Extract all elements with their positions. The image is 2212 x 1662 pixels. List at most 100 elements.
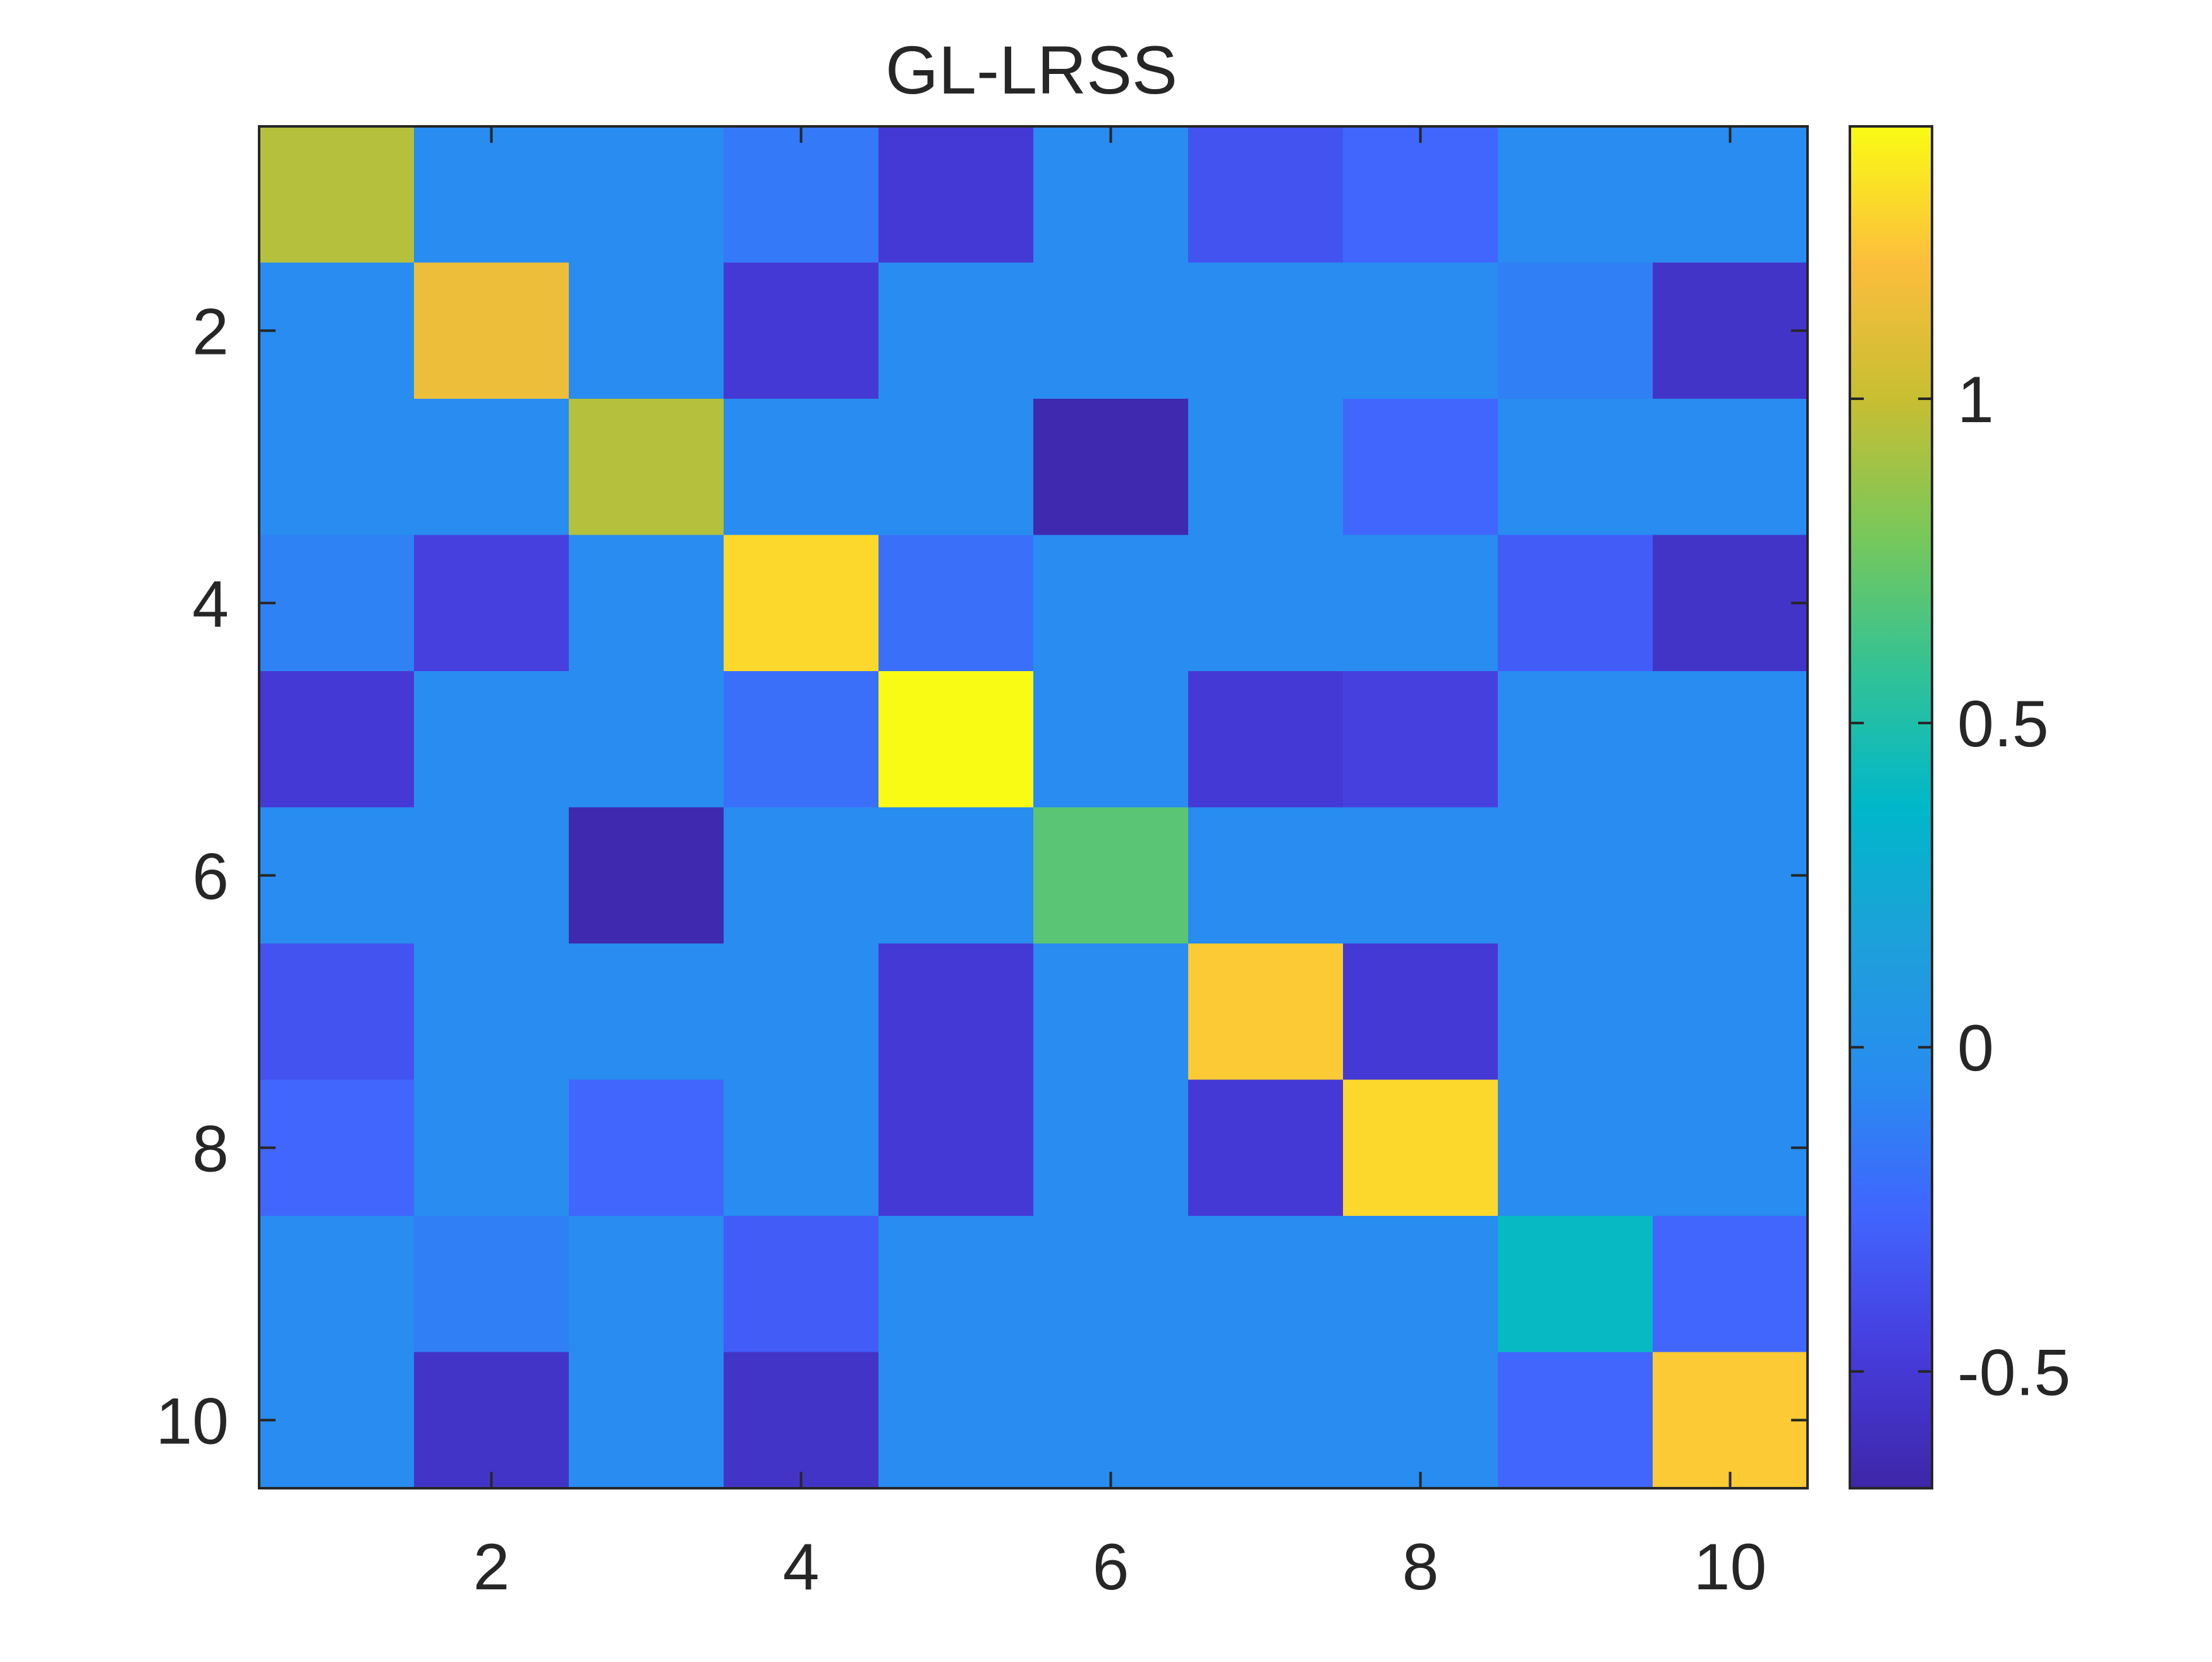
colorbar-ticks: -0.5 0 0.5 1 xyxy=(1850,363,2070,1409)
heatmap-cell-r9-c3 xyxy=(569,1216,724,1352)
heatmap-cell-r5-c3 xyxy=(569,671,724,808)
heatmap-cell-r8-c5 xyxy=(878,1079,1034,1216)
heatmap-cell-r6-c9 xyxy=(1498,807,1653,944)
heatmap-cell-r7-c9 xyxy=(1498,943,1653,1080)
heatmap-cell-r5-c1 xyxy=(259,671,415,808)
heatmap-cell-r7-c8 xyxy=(1343,943,1498,1080)
heatmap-cell-r7-c5 xyxy=(878,943,1034,1080)
heatmap-cell-r8-c2 xyxy=(414,1079,569,1216)
heatmap-cell-r1-c2 xyxy=(414,126,569,263)
heatmap-cell-r4-c7 xyxy=(1188,535,1344,672)
heatmap-cell-r5-c7 xyxy=(1188,671,1344,808)
heatmap-cell-r1-c1 xyxy=(259,126,415,263)
heatmap-cell-r2-c6 xyxy=(1033,262,1189,399)
x-tick-label-4: 4 xyxy=(783,1531,820,1604)
y-tick-label-4: 4 xyxy=(192,567,229,641)
y-tick-label-6: 6 xyxy=(192,840,229,913)
heatmap-cell-r10-c2 xyxy=(414,1352,569,1489)
heatmap-cell-r8-c4 xyxy=(724,1079,879,1216)
heatmap-cell-r3-c7 xyxy=(1188,399,1344,535)
y-tick-label-10: 10 xyxy=(155,1385,229,1458)
heatmap-cell-r1-c10 xyxy=(1653,126,1808,263)
heatmap-cell-r3-c4 xyxy=(724,399,879,535)
heatmap-cell-r3-c3 xyxy=(569,399,724,535)
heatmap-cell-r4-c4 xyxy=(724,535,879,672)
heatmap-cell-r2-c2 xyxy=(414,262,569,399)
heatmap-cell-r9-c8 xyxy=(1343,1216,1498,1352)
heatmap-cell-r6-c6 xyxy=(1033,807,1189,944)
x-tick-label-10: 10 xyxy=(1694,1531,1767,1604)
y-axis: 2 4 6 8 10 xyxy=(155,295,1808,1458)
x-tick-label-2: 2 xyxy=(473,1531,510,1604)
colorbar-tick-label-3: 1 xyxy=(1957,363,1994,437)
chart-title: GL-LRSS xyxy=(885,32,1177,108)
heatmap-cell-r8-c1 xyxy=(259,1079,415,1216)
heatmap-cell-r3-c1 xyxy=(259,399,415,535)
heatmap-cell-r1-c5 xyxy=(878,126,1034,263)
heatmap-cell-r10-c3 xyxy=(569,1352,724,1489)
heatmap-cell-r1-c7 xyxy=(1188,126,1344,263)
heatmap-cell-r9-c1 xyxy=(259,1216,415,1352)
heatmap-cell-r2-c5 xyxy=(878,262,1034,399)
heatmap-cell-r10-c9 xyxy=(1498,1352,1653,1489)
heatmap-cell-r5-c2 xyxy=(414,671,569,808)
heatmap-cell-r5-c4 xyxy=(724,671,879,808)
heatmap-cell-r8-c3 xyxy=(569,1079,724,1216)
heatmap-cell-r6-c7 xyxy=(1188,807,1344,944)
plot-frame xyxy=(258,125,1809,1489)
heatmap-cell-r7-c7 xyxy=(1188,943,1344,1080)
heatmap-cell-r3-c8 xyxy=(1343,399,1498,535)
heatmap-cell-r4-c10 xyxy=(1653,535,1808,672)
heatmap-cell-r9-c9 xyxy=(1498,1216,1653,1352)
heatmap-cell-r2-c3 xyxy=(569,262,724,399)
heatmap-cell-r10-c10 xyxy=(1653,1352,1808,1489)
heatmap-cell-r2-c9 xyxy=(1498,262,1653,399)
heatmap-cell-r9-c7 xyxy=(1188,1216,1344,1352)
x-axis: 2 4 6 8 10 xyxy=(473,126,1767,1604)
y-tick-label-2: 2 xyxy=(192,295,229,368)
heatmap-cell-r3-c9 xyxy=(1498,399,1653,535)
y-tick-label-8: 8 xyxy=(192,1112,229,1186)
colorbar-tick-label-0: -0.5 xyxy=(1957,1336,2070,1409)
heatmap-cell-r6-c5 xyxy=(878,807,1034,944)
heatmap-cell-r2-c10 xyxy=(1653,262,1808,399)
colorbar xyxy=(1849,125,1933,1489)
heatmap-cell-r7-c4 xyxy=(724,943,879,1080)
heatmap-cell-r2-c7 xyxy=(1188,262,1344,399)
heatmap-cell-r5-c10 xyxy=(1653,671,1808,808)
heatmap-cell-r7-c3 xyxy=(569,943,724,1080)
x-tick-label-8: 8 xyxy=(1402,1531,1439,1604)
heatmap-cell-r5-c8 xyxy=(1343,671,1498,808)
heatmap-cell-r6-c2 xyxy=(414,807,569,944)
heatmap-cell-r10-c6 xyxy=(1033,1352,1189,1489)
heatmap-cell-r7-c2 xyxy=(414,943,569,1080)
heatmap-cell-r4-c1 xyxy=(259,535,415,672)
x-tick-label-6: 6 xyxy=(1093,1531,1129,1604)
heatmap-cell-r4-c6 xyxy=(1033,535,1189,672)
heatmap-cell-r7-c6 xyxy=(1033,943,1189,1080)
heatmap-cell-r8-c10 xyxy=(1653,1079,1808,1216)
heatmap-cell-r1-c4 xyxy=(724,126,879,263)
heatmap-cell-r10-c7 xyxy=(1188,1352,1344,1489)
heatmap-cell-r9-c5 xyxy=(878,1216,1034,1352)
heatmap-cell-r5-c9 xyxy=(1498,671,1653,808)
heatmap-cell-r4-c8 xyxy=(1343,535,1498,672)
heatmap-cell-r9-c4 xyxy=(724,1216,879,1352)
heatmap-cell-r8-c8 xyxy=(1343,1079,1498,1216)
heatmap-cell-r1-c8 xyxy=(1343,126,1498,263)
heatmap-cell-r3-c2 xyxy=(414,399,569,535)
heatmap-cell-r3-c6 xyxy=(1033,399,1189,535)
heatmap-cell-r3-c10 xyxy=(1653,399,1808,535)
heatmap-cell-r1-c3 xyxy=(569,126,724,263)
heatmap-cell-r9-c10 xyxy=(1653,1216,1808,1352)
heatmap-cell-r10-c1 xyxy=(259,1352,415,1489)
heatmap-cell-r5-c5 xyxy=(878,671,1034,808)
heatmap-cell-r5-c6 xyxy=(1033,671,1189,808)
colorbar-tick-label-1: 0 xyxy=(1957,1012,1994,1085)
heatmap-cell-r6-c1 xyxy=(259,807,415,944)
heatmap-cell-r6-c4 xyxy=(724,807,879,944)
heatmap-cell-r9-c2 xyxy=(414,1216,569,1352)
heatmap-cell-r4-c9 xyxy=(1498,535,1653,672)
